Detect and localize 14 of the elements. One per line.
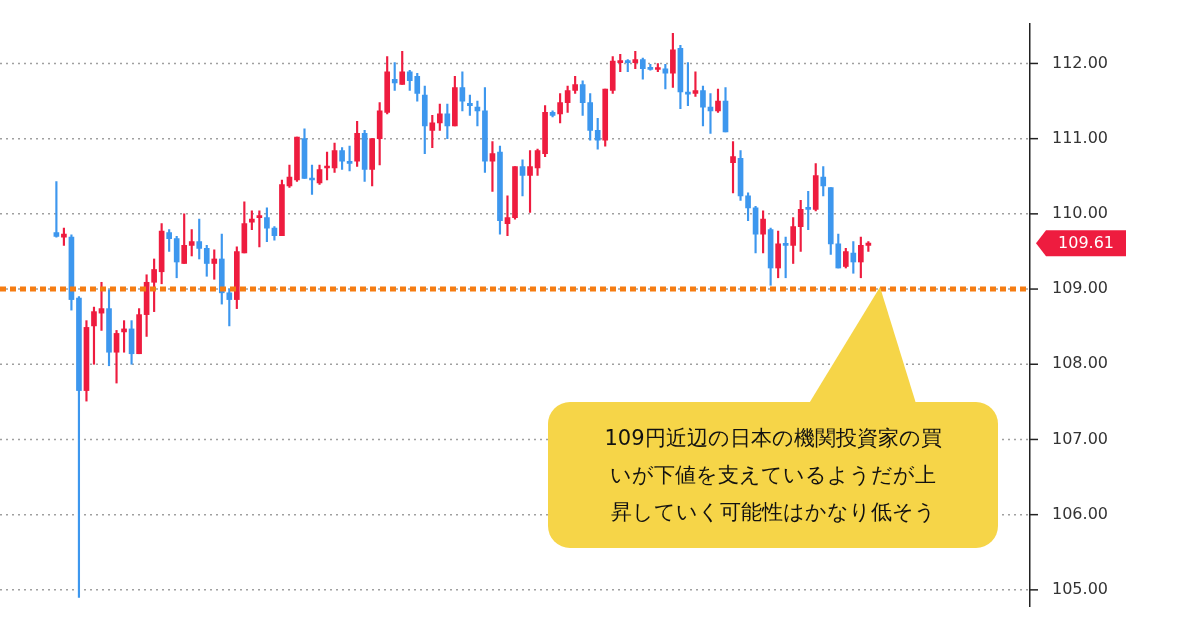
candlestick — [504, 195, 511, 236]
y-tick-label: 108.00 — [1052, 353, 1108, 373]
y-tick-label: 107.00 — [1052, 428, 1108, 448]
y-tick-label: 106.00 — [1052, 503, 1108, 523]
candlestick — [692, 71, 699, 97]
y-tick-label: 105.00 — [1052, 579, 1108, 599]
y-tick-label: 112.00 — [1052, 52, 1108, 72]
text: 109.61 — [1058, 233, 1114, 253]
y-tick-label: 111.00 — [1052, 127, 1108, 147]
y-tick-label: 110.00 — [1052, 203, 1108, 223]
candlestick — [489, 141, 496, 192]
candlestick — [519, 159, 526, 197]
y-tick-label: 109.00 — [1052, 278, 1108, 298]
annotation: 109円近辺の日本の機関投資家の買いが下値を支えているようだが上昇していく可能性はかなり低そう — [603, 424, 943, 526]
